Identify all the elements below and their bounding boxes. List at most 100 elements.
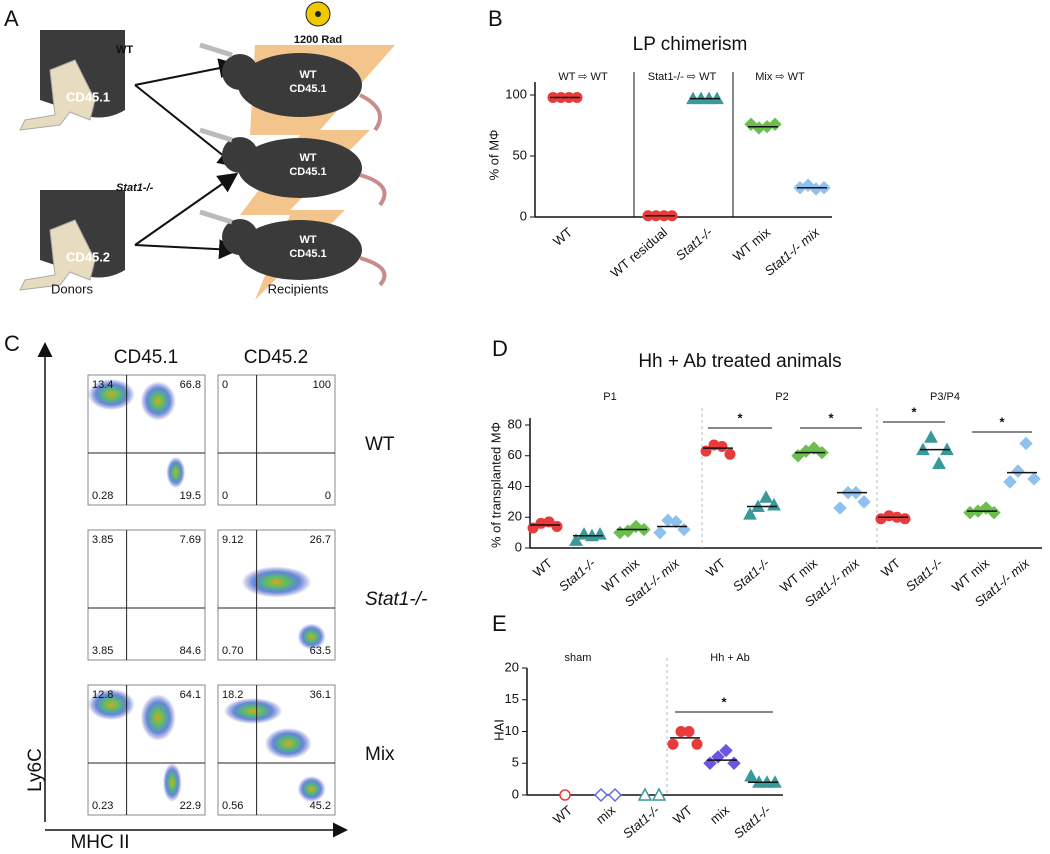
data-point (593, 787, 609, 803)
recipient-mouse (199, 127, 387, 207)
donor-leg (19, 59, 96, 131)
quadrant-value: 45.2 (310, 800, 331, 812)
data-point (833, 501, 847, 515)
recipient-marker: CD45.1 (289, 248, 326, 260)
quadrant-value: 0.56 (222, 800, 243, 812)
flow-row-label: Stat1-/- (365, 589, 427, 610)
x-tick-label: mix (593, 802, 619, 827)
flow-column-header: CD45.1 (114, 347, 178, 368)
y-axis-label: HAI (491, 719, 506, 741)
y-tick-label: 80 (508, 416, 522, 431)
y-tick-label: 50 (513, 147, 527, 162)
flow-y-label: Ly6C (25, 748, 46, 792)
quadrant-value: 36.1 (310, 689, 331, 701)
recipient-marker: CD45.1 (289, 166, 326, 178)
quadrant-value: 7.69 (180, 534, 201, 546)
radiation-dose: 1200 Rad (294, 34, 342, 46)
data-point (637, 787, 653, 801)
quadrant-value: 0.70 (222, 645, 243, 657)
donor-marker: CD45.2 (66, 249, 110, 264)
quadrant-value: 13.4 (92, 379, 113, 391)
significance-label: * (828, 410, 834, 425)
data-point (593, 527, 607, 540)
x-tick-label: Stat1-/- (620, 802, 663, 841)
quadrant-value: 18.2 (222, 689, 243, 701)
data-point (551, 520, 563, 532)
flow-density (297, 776, 326, 802)
arrow (134, 172, 239, 246)
recipient-genotype: WT (299, 234, 316, 246)
quadrant-value: 0.23 (92, 800, 113, 812)
data-point (667, 738, 679, 750)
panel-letter: C (4, 331, 20, 356)
quadrant-value: 26.7 (310, 534, 331, 546)
significance-label: * (999, 414, 1005, 429)
flow-density (88, 688, 135, 721)
data-point (1019, 436, 1033, 451)
radiation-icon-center (315, 11, 321, 17)
flow-density (88, 378, 135, 411)
flow-density (140, 381, 176, 421)
chart-title: LP chimerism (633, 34, 748, 55)
donor-leg (19, 219, 96, 291)
recipient-mouse (199, 42, 382, 132)
data-point (559, 789, 571, 801)
quadrant-value: 22.9 (180, 800, 201, 812)
y-tick-label: 0 (512, 786, 519, 801)
flow-plot-frame (87, 529, 206, 661)
x-tick-label: WT residual (608, 224, 671, 280)
y-tick-label: 100 (505, 86, 527, 101)
y-tick-label: 60 (508, 447, 522, 462)
x-tick-label: Stat1-/- (903, 555, 946, 594)
recipients-label: Recipients (268, 281, 329, 296)
section-label: sham (565, 652, 592, 664)
significance-label: * (721, 694, 727, 709)
flow-density (223, 698, 283, 724)
panel-letter: A (4, 6, 19, 31)
arrow (134, 239, 239, 260)
flow-density (140, 694, 176, 741)
data-point (1003, 475, 1017, 489)
data-point (719, 743, 733, 758)
significance-label: * (911, 404, 917, 419)
flow-density (297, 623, 326, 650)
quadrant-value: 64.1 (180, 689, 201, 701)
quadrant-value: 3.85 (92, 645, 113, 657)
quadrant-value: 0 (325, 490, 331, 502)
chart-title: Hh + Ab treated animals (638, 351, 841, 372)
panel-letter: B (488, 6, 503, 31)
data-point (1027, 472, 1041, 486)
donors-label: Donors (51, 281, 93, 296)
data-point (979, 501, 993, 515)
flow-row-label: Mix (365, 744, 395, 765)
data-point (1011, 464, 1025, 478)
y-axis-label: % of MΦ (486, 130, 501, 181)
data-point (759, 490, 773, 503)
data-point (744, 768, 758, 782)
x-tick-label: WT mix (730, 224, 774, 264)
donor-marker: CD45.1 (66, 89, 110, 104)
data-point (716, 441, 728, 453)
quadrant-value: 0.28 (92, 490, 113, 502)
y-tick-label: 0 (520, 208, 527, 223)
x-tick-label: WT (878, 555, 903, 580)
panel-a-diagram (19, 1, 395, 300)
quadrant-value: 3.85 (92, 534, 113, 546)
data-point (727, 756, 741, 770)
y-tick-label: 0 (515, 539, 522, 554)
significance-label: * (737, 410, 743, 425)
recipient-marker: CD45.1 (289, 83, 326, 95)
y-axis-label: % of transplanted MΦ (488, 422, 503, 548)
x-tick-label: WT (550, 802, 575, 827)
section-label: WT ⇨ WT (558, 71, 608, 83)
data-point (924, 430, 938, 443)
x-tick-label: Stat1-/- mix (762, 224, 823, 279)
x-tick-label: WT (670, 802, 695, 827)
section-label: Stat1-/- ⇨ WT (648, 71, 717, 83)
quadrant-value: 12.8 (92, 689, 113, 701)
arrow (134, 58, 239, 86)
quadrant-value: 0 (222, 379, 228, 391)
data-point (724, 448, 736, 460)
x-tick-label: Stat1-/- (731, 802, 774, 841)
